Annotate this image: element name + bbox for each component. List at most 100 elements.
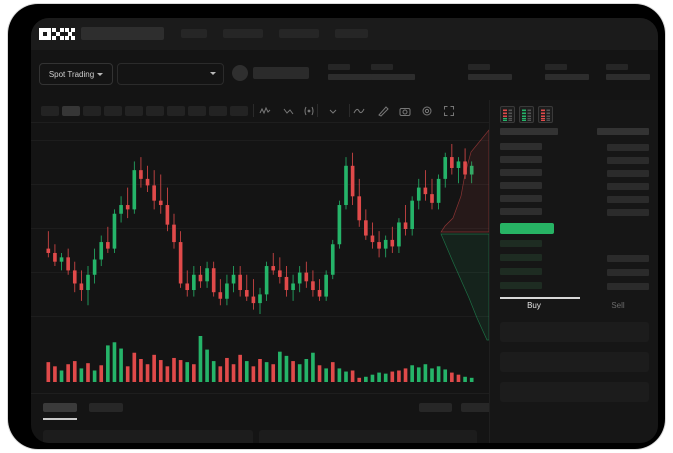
settings-icon[interactable]: [421, 105, 433, 117]
timeframe-1[interactable]: [41, 106, 59, 116]
stat-24h-change-label: [371, 64, 393, 70]
chevron-down-icon: [210, 72, 216, 75]
bottom-card-right[interactable]: [259, 430, 477, 443]
stat-24h-high-label: [468, 64, 490, 70]
depth-chart-overlay: [440, 129, 489, 341]
bottom-action-2[interactable]: [461, 403, 494, 412]
stat-24h-change-value: [371, 74, 415, 80]
nav-item-2[interactable]: [223, 29, 263, 38]
timeframe-5[interactable]: [125, 106, 143, 116]
orderbook-bid-price[interactable]: [500, 240, 542, 247]
stat-24h-change: [371, 64, 415, 80]
orderbook-bid-price[interactable]: [500, 282, 542, 289]
pair-name-label[interactable]: [253, 67, 309, 79]
toolbar-divider: [253, 104, 254, 117]
bottom-action-1[interactable]: [419, 403, 452, 412]
gridline: [31, 316, 489, 317]
timeframe-9[interactable]: [209, 106, 227, 116]
volume-histogram: [46, 336, 474, 382]
orderbook-ask-amount[interactable]: [607, 183, 649, 190]
orderbook-mode-both[interactable]: [500, 106, 515, 123]
timeframe-10[interactable]: [230, 106, 248, 116]
orderbook-bid-amount[interactable]: [607, 269, 649, 276]
sell-tab[interactable]: Sell: [611, 301, 625, 310]
stat-last-price: [328, 64, 372, 80]
orderbook-ask-amount[interactable]: [607, 209, 649, 216]
coin-avatar: [232, 65, 248, 81]
stat-24h-volume-value: [606, 74, 650, 80]
fullscreen-icon[interactable]: [443, 105, 455, 117]
pair-search-select[interactable]: [117, 63, 224, 85]
orderbook-bid-amount[interactable]: [607, 283, 649, 290]
orderbook-mode-asks-glyph: [541, 109, 550, 121]
orderbook-and-trade-panel: Buy Sell: [489, 100, 658, 443]
stat-24h-volume-label: [606, 64, 628, 70]
timeframe-2[interactable]: [62, 106, 80, 116]
orderbook-mode-both-glyph: [503, 109, 512, 121]
chart-type-icon[interactable]: [283, 105, 295, 117]
price-chart[interactable]: [31, 122, 489, 388]
okx-logo[interactable]: [39, 28, 75, 40]
orderbook-mode-bids-glyph: [522, 109, 531, 121]
orderbook-ask-price[interactable]: [500, 169, 542, 176]
stat-24h-low-value: [545, 74, 589, 80]
timeframe-3[interactable]: [83, 106, 101, 116]
gridline: [31, 228, 489, 229]
orderbook-mode-bids[interactable]: [519, 106, 534, 123]
orderbook-ask-amount[interactable]: [607, 196, 649, 203]
orders-panel: [31, 393, 494, 443]
nav-primary-pill[interactable]: [81, 27, 164, 40]
nav-item-4[interactable]: [335, 29, 368, 38]
bottom-card-left[interactable]: [43, 430, 253, 443]
orderbook-ask-price[interactable]: [500, 182, 542, 189]
timeframe-7[interactable]: [167, 106, 185, 116]
nav-item-3[interactable]: [279, 29, 319, 38]
orderbook-header-price[interactable]: [500, 128, 558, 135]
total-field[interactable]: [500, 382, 649, 402]
tab-order-history[interactable]: [89, 403, 123, 412]
device-bezel: Spot Trading: [8, 4, 665, 449]
nav-item-1[interactable]: [181, 29, 207, 38]
buy-tab[interactable]: Buy: [527, 301, 541, 310]
top-navigation-bar: [31, 18, 658, 50]
timeframe-8[interactable]: [188, 106, 206, 116]
active-tab-underline: [43, 418, 77, 420]
orderbook-bid-amount[interactable]: [607, 255, 649, 262]
compare-icon[interactable]: [303, 105, 315, 117]
indicator-icon[interactable]: [259, 105, 271, 117]
orderbook-ask-amount[interactable]: [607, 170, 649, 177]
chevron-down-icon[interactable]: [327, 105, 339, 117]
device-screen: Spot Trading: [31, 18, 658, 443]
timeframe-6[interactable]: [146, 106, 164, 116]
stat-last-price-value: [328, 74, 372, 80]
amount-field[interactable]: [500, 352, 649, 372]
orderbook-ask-price[interactable]: [500, 156, 542, 163]
line-chart-icon[interactable]: [353, 105, 365, 117]
trading-mode-selector[interactable]: Spot Trading: [39, 63, 113, 85]
price-field[interactable]: [500, 322, 649, 342]
drawing-tool-icon[interactable]: [377, 105, 389, 117]
orderbook-ask-price[interactable]: [500, 195, 542, 202]
orderbook-ask-amount[interactable]: [607, 157, 649, 164]
timeframe-4[interactable]: [104, 106, 122, 116]
market-subheader: Spot Trading: [31, 50, 658, 100]
gridline: [31, 272, 489, 273]
orderbook-header-amount[interactable]: [597, 128, 649, 135]
stat-24h-high: [468, 64, 512, 80]
orderbook-ask-price[interactable]: [500, 208, 542, 215]
stat-24h-low: [545, 64, 589, 80]
stat-last-price-label: [328, 64, 350, 70]
tab-open-orders[interactable]: [43, 403, 77, 412]
orderbook-bid-price[interactable]: [500, 254, 542, 261]
orderbook-bid-price[interactable]: [500, 268, 542, 275]
toolbar-divider: [317, 104, 318, 117]
orderbook-ask-price[interactable]: [500, 143, 542, 150]
toolbar-divider: [349, 104, 350, 117]
orderbook-mode-asks[interactable]: [538, 106, 553, 123]
orderbook-last-price: [500, 223, 554, 234]
orderbook-ask-amount[interactable]: [607, 144, 649, 151]
candlestick-series: [46, 144, 474, 314]
chevron-down-icon: [97, 72, 104, 76]
snapshot-icon[interactable]: [399, 105, 411, 117]
